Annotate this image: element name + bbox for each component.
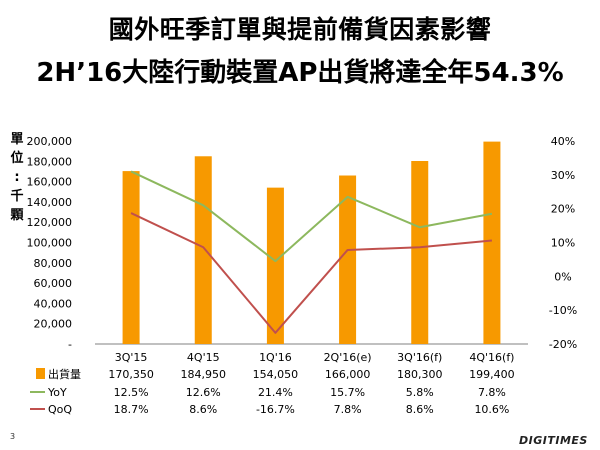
table-cell-shipments: 199,400 [469,368,515,381]
table-cell-shipments: 180,300 [397,368,443,381]
right-axis-tick-label: -20% [549,338,577,351]
bar [266,187,284,344]
legend-label-qoq: QoQ [48,403,72,416]
left-axis-tick-label: 80,000 [34,257,73,270]
qoq-series-line [130,212,493,334]
table-cell-qoq: 7.8% [334,403,362,416]
legend-swatch-shipments [36,368,45,379]
digitimes-logo: DIGITIMES [519,434,588,447]
y-axis-label-char: 單 [10,132,24,147]
right-axis-tick-label: 30% [551,169,575,182]
bar [411,160,429,344]
chart-title-line1: 國外旺季訂單與提前備貨因素影響 [108,15,492,44]
right-axis-tick-label: -10% [549,304,577,317]
x-axis-category-label: 4Q'15 [187,351,220,364]
legend-label-shipments: 出貨量 [48,367,81,381]
y-axis-label-char: 千 [10,189,24,204]
table-cell-shipments: 154,050 [253,368,299,381]
table-cell-shipments: 166,000 [325,368,371,381]
table-cell-qoq: 8.6% [406,403,434,416]
table-cell-yoy: 21.4% [258,386,293,399]
y-axis-label: 單 位 : 千 顆 [9,130,25,225]
table-cell-yoy: 5.8% [406,386,434,399]
bar [122,171,140,344]
x-axis-category-label: 4Q'16(f) [469,351,514,364]
chart-title-line2: 2H’16大陸行動裝置AP出貨將達全年54.3% [36,58,564,88]
table-cell-qoq: 10.6% [474,403,509,416]
bar [483,141,501,344]
table-cell-qoq: -16.7% [256,403,295,416]
left-axis-tick-label: 60,000 [34,277,73,290]
right-axis-tick-label: 40% [551,135,575,148]
x-axis-category-label: 2Q'16(e) [324,351,372,364]
x-axis-category-label: 1Q'16 [259,351,292,364]
y-axis-label-char: 顆 [10,208,24,223]
table-cell-yoy: 15.7% [330,386,365,399]
yoy-series-line [130,170,493,263]
x-axis-category-label: 3Q'16(f) [397,351,442,364]
table-cell-shipments: 184,950 [181,368,227,381]
table-cell-yoy: 7.8% [478,386,506,399]
left-axis-tick-label: 180,000 [27,155,73,168]
bar [194,156,212,344]
right-axis-tick-label: 20% [551,203,575,216]
table-cell-qoq: 8.6% [189,403,217,416]
left-axis-tick-label: 140,000 [27,196,73,209]
right-axis-tick-label: 10% [551,237,575,250]
left-axis-tick-label: 160,000 [27,176,73,189]
right-axis-tick-label: 0% [554,270,571,283]
left-axis-tick-label: 200,000 [27,135,73,148]
table-cell-yoy: 12.6% [186,386,221,399]
table-cell-qoq: 18.7% [114,403,149,416]
x-axis-category-label: 3Q'15 [115,351,148,364]
legend-label-yoy: YoY [47,386,67,399]
left-axis-tick-label: 100,000 [27,237,73,250]
y-axis-label-char: : [14,170,20,185]
left-axis-tick-label: 120,000 [27,216,73,229]
table-cell-shipments: 170,350 [108,368,154,381]
table-cell-yoy: 12.5% [114,386,149,399]
y-axis-label-char: 位 [10,151,24,166]
bar [339,175,357,344]
left-axis-tick-label: 40,000 [34,297,73,310]
slide-number: 3 [10,432,16,441]
left-axis-tick-label: - [68,338,72,351]
left-axis-tick-label: 20,000 [34,318,73,331]
